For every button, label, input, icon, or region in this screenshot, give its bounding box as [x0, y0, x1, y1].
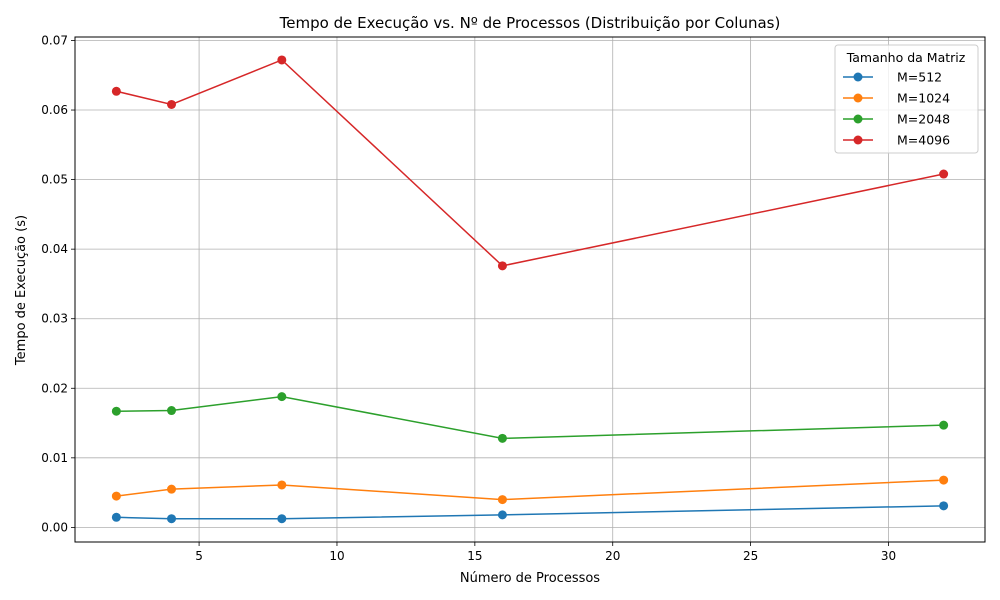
- data-point: [277, 514, 287, 524]
- data-point: [167, 99, 177, 109]
- legend-item: M=1024: [843, 91, 950, 106]
- data-point: [111, 512, 121, 522]
- data-point: [497, 495, 507, 505]
- legend-label: M=1024: [897, 91, 950, 106]
- series-m-512: [111, 501, 949, 524]
- chart-title: Tempo de Execução vs. Nº de Processos (D…: [279, 14, 781, 32]
- series-m-2048: [111, 392, 949, 443]
- data-point: [277, 55, 287, 65]
- series-line: [116, 505, 944, 520]
- legend-marker: [853, 72, 863, 82]
- data-point: [497, 261, 507, 271]
- legend-marker: [853, 93, 863, 103]
- legend-item: M=512: [843, 70, 942, 85]
- data-point: [167, 484, 177, 494]
- legend-items: M=512 M=1024 M=2048 M=4096: [843, 70, 950, 148]
- legend-item: M=2048: [843, 112, 950, 127]
- data-point: [497, 510, 507, 520]
- legend-label: M=2048: [897, 112, 950, 127]
- data-point: [939, 169, 949, 179]
- legend: Tamanho da Matriz M=512 M=1024 M=2048 M=409…: [834, 44, 979, 154]
- legend-item: M=4096: [843, 133, 950, 148]
- y-tick-label: 0.01: [41, 451, 68, 465]
- data-point: [167, 514, 177, 524]
- legend-label: M=4096: [897, 133, 950, 148]
- series-m-4096: [111, 55, 949, 271]
- data-point: [939, 475, 949, 485]
- series-line: [116, 59, 944, 267]
- y-tick-label: 0.03: [41, 312, 68, 326]
- x-tick-label: 10: [329, 549, 344, 563]
- y-tick-label: 0.00: [41, 520, 68, 534]
- data-point: [277, 480, 287, 490]
- series-layer: [111, 55, 949, 524]
- y-tick-label: 0.06: [41, 103, 68, 117]
- data-point: [939, 420, 949, 430]
- x-axis: 5 10 15 20 25 30: [195, 542, 896, 563]
- y-axis-label: Tempo de Execução (s): [14, 215, 29, 366]
- y-tick-label: 0.07: [41, 33, 68, 47]
- series-m-1024: [111, 475, 949, 505]
- data-point: [939, 501, 949, 511]
- data-point: [111, 406, 121, 416]
- y-tick-label: 0.04: [41, 242, 68, 256]
- y-axis: 0.00 0.01 0.02 0.03 0.04 0.05 0.06 0.07: [41, 33, 75, 534]
- legend-marker: [853, 135, 863, 145]
- legend-box: [834, 44, 979, 154]
- data-point: [111, 491, 121, 501]
- data-point: [497, 433, 507, 443]
- y-tick-label: 0.02: [41, 381, 68, 395]
- data-point: [277, 392, 287, 402]
- data-point: [111, 86, 121, 96]
- legend-title: Tamanho da Matriz: [846, 50, 966, 65]
- x-tick-label: 30: [881, 549, 896, 563]
- y-tick-label: 0.05: [41, 173, 68, 187]
- x-tick-label: 25: [743, 549, 758, 563]
- legend-label: M=512: [897, 70, 942, 85]
- data-point: [167, 406, 177, 416]
- plot-area: [74, 36, 986, 543]
- series-line: [116, 395, 944, 440]
- x-tick-label: 20: [605, 549, 620, 563]
- x-tick-label: 15: [467, 549, 482, 563]
- legend-marker: [853, 114, 863, 124]
- x-tick-label: 5: [195, 549, 203, 563]
- x-axis-label: Número de Processos: [460, 571, 600, 586]
- series-line: [116, 479, 944, 501]
